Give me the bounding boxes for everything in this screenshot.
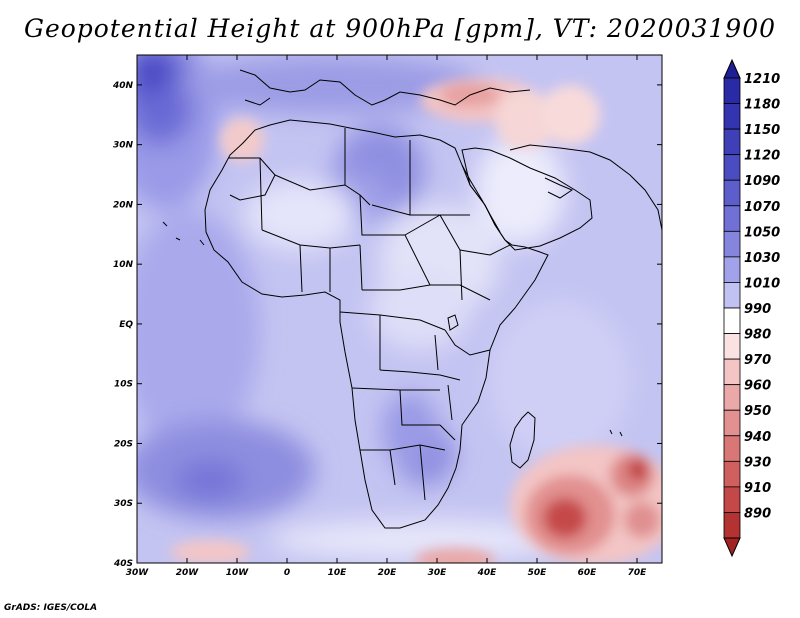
colorbar-swatch bbox=[723, 333, 741, 360]
colorbar-label: 960 bbox=[744, 379, 771, 394]
colorbar-bottom-arrow bbox=[723, 537, 741, 558]
lon-tick-label: 70E bbox=[628, 568, 648, 578]
colorbar-label: 1090 bbox=[744, 174, 780, 189]
colorbar-label: 940 bbox=[744, 430, 771, 445]
lon-tick-label: 20W bbox=[176, 568, 200, 578]
colorbar-label: 930 bbox=[744, 455, 771, 470]
lat-tick-label: 20S bbox=[114, 439, 133, 449]
colorbar-label: 1120 bbox=[744, 149, 780, 164]
lon-tick-label: 30W bbox=[126, 568, 150, 578]
colorbar-swatch bbox=[723, 358, 741, 386]
lat-tick-label: 40N bbox=[112, 81, 134, 91]
colorbar-label: 890 bbox=[744, 506, 771, 521]
lon-tick-label: 10W bbox=[226, 568, 250, 578]
lat-tick-label: 10S bbox=[114, 380, 133, 390]
colorbar-label: 1030 bbox=[744, 251, 780, 266]
longitude-labels: 30W 20W 10W 0 10E 20E 30E 40E 50E 60E 70E bbox=[126, 568, 647, 578]
colorbar-swatch bbox=[723, 282, 741, 309]
colorbar-swatch bbox=[723, 486, 741, 513]
colorbar: 1210 1180 1150 1120 1090 1070 1050 1030 1010 990 9… bbox=[723, 58, 780, 558]
axis-ticks bbox=[136, 55, 662, 564]
colorbar-swatch bbox=[723, 307, 741, 334]
lon-tick-label: 60E bbox=[578, 568, 598, 578]
colorbar-label: 1180 bbox=[744, 98, 780, 113]
colorbar-swatch bbox=[723, 256, 741, 283]
colorbar-swatch bbox=[723, 77, 741, 104]
colorbar-label: 1050 bbox=[744, 225, 780, 240]
colorbar-label: 910 bbox=[744, 481, 771, 496]
lat-tick-label: EQ bbox=[119, 320, 133, 330]
colorbar-swatch bbox=[723, 384, 741, 411]
grads-credit: GrADS: IGES/COLA bbox=[4, 603, 98, 613]
lat-tick-label: 10N bbox=[113, 260, 134, 270]
colorbar-label: 1150 bbox=[744, 123, 780, 138]
colorbar-swatch bbox=[723, 179, 741, 207]
colorbar-swatch bbox=[723, 512, 741, 539]
colorbar-label: 950 bbox=[744, 404, 771, 419]
colorbar-swatch bbox=[723, 435, 741, 462]
coastlines-and-borders bbox=[162, 69, 662, 529]
lat-tick-label: 30N bbox=[113, 141, 134, 151]
map-title: Geopotential Height at 900hPa [gpm], VT:… bbox=[23, 14, 777, 43]
lon-tick-label: 40E bbox=[477, 568, 498, 578]
colorbar-label: 1210 bbox=[744, 72, 780, 87]
lat-tick-label: 20N bbox=[113, 200, 134, 210]
colorbar-swatch bbox=[723, 460, 741, 488]
colorbar-label: 970 bbox=[744, 353, 771, 368]
colorbar-swatch bbox=[723, 230, 741, 258]
lon-tick-label: 20E bbox=[378, 568, 398, 578]
colorbar-swatch bbox=[723, 128, 741, 156]
height-field bbox=[137, 55, 662, 563]
lon-tick-label: 50E bbox=[528, 568, 548, 578]
colorbar-swatch bbox=[723, 205, 741, 232]
colorbar-top-arrow bbox=[723, 58, 741, 79]
colorbar-label: 1070 bbox=[744, 200, 780, 215]
lon-tick-label: 0 bbox=[284, 568, 290, 578]
lon-tick-label: 30E bbox=[428, 568, 448, 578]
lon-tick-label: 10E bbox=[328, 568, 348, 578]
latitude-labels: 40N 30N 20N 10N EQ 10S 20S 30S 40S bbox=[112, 81, 134, 569]
lat-tick-label: 40S bbox=[113, 559, 133, 569]
plot-frame bbox=[136, 54, 663, 564]
colorbar-swatch bbox=[723, 409, 741, 437]
colorbar-label: 1010 bbox=[744, 276, 780, 291]
colorbar-label: 990 bbox=[744, 302, 771, 317]
lat-tick-label: 30S bbox=[114, 499, 133, 509]
colorbar-swatch bbox=[723, 103, 741, 130]
colorbar-label: 980 bbox=[744, 328, 771, 343]
colorbar-swatch bbox=[723, 154, 741, 181]
